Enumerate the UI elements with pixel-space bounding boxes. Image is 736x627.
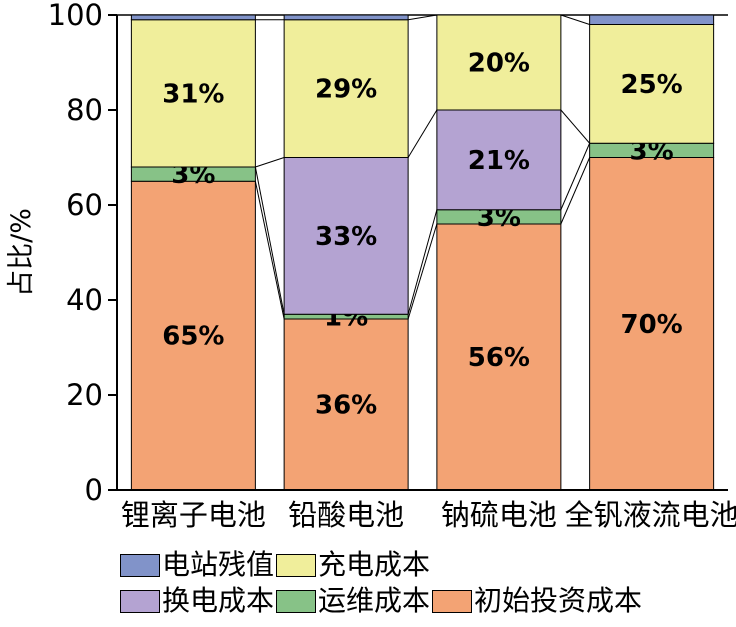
series-connector-line <box>560 143 591 210</box>
legend-swatch <box>120 553 160 577</box>
x-category-label: 钠硫电池 <box>441 498 557 532</box>
bar-segment <box>130 180 256 491</box>
legend-row: 换电成本 运维成本 初始投资成本 <box>120 584 644 618</box>
legend-item: 初始投资成本 <box>432 584 643 618</box>
y-axis-label: 占比/% <box>6 208 37 297</box>
bar-segment <box>436 109 562 211</box>
y-tick-label: 0 <box>85 473 103 507</box>
segment-label: 21% <box>468 146 530 176</box>
segment-label: 36% <box>315 391 377 421</box>
x-category-label: 全钒液流电池 <box>565 498 736 532</box>
bar-segment <box>589 24 715 144</box>
segment-label: 56% <box>468 343 530 373</box>
bar-segment <box>436 223 562 491</box>
legend-item: 运维成本 <box>276 584 431 618</box>
series-connector-line <box>560 157 591 225</box>
legend-swatch <box>276 589 317 613</box>
series-connector-line <box>560 109 591 144</box>
series-connector-line <box>407 223 438 320</box>
series-connector-line <box>407 209 438 315</box>
legend-swatch <box>276 553 317 577</box>
segment-label: 31% <box>162 79 224 109</box>
segment-label: 29% <box>315 75 377 105</box>
segment-label: 70% <box>621 310 683 340</box>
series-connector-line <box>254 166 285 315</box>
segment-label: 33% <box>315 222 377 252</box>
bar-segment <box>589 14 715 25</box>
x-category-label: 锂离子电池 <box>121 498 266 532</box>
segment-label: 25% <box>621 70 683 100</box>
series-connector-line <box>255 157 285 168</box>
legend-swatch <box>432 589 473 613</box>
legend-item: 换电成本 <box>120 584 275 618</box>
series-connector-line <box>408 14 437 21</box>
legend-row: 电站残值 充电成本 <box>120 548 644 581</box>
bar-segment <box>130 14 256 21</box>
y-tick-label: 40 <box>66 283 103 317</box>
legend-label: 电站残值 <box>162 548 275 581</box>
x-category-label: 铅酸电池 <box>288 498 404 532</box>
y-tick-label: 60 <box>66 188 103 222</box>
series-connector-line <box>254 181 285 320</box>
stacked-bar-chart: 65%3%31%锂离子电池36%1%33%29%铅酸电池56%3%21%20%钠… <box>6 0 736 532</box>
bar-segment <box>436 14 562 111</box>
y-tick-label: 20 <box>66 378 103 412</box>
segment-label: 65% <box>162 322 224 352</box>
y-tick-label: 80 <box>66 93 103 127</box>
legend-label: 运维成本 <box>318 584 431 618</box>
series-connector-line <box>560 14 590 25</box>
legend-swatch <box>120 589 160 613</box>
bar-segment <box>589 157 715 491</box>
legend-item: 电站残值 <box>120 548 275 581</box>
bar-segment <box>283 157 409 315</box>
legend-label: 充电成本 <box>318 548 431 581</box>
bar-segment <box>283 14 409 21</box>
legend-item: 充电成本 <box>276 548 431 581</box>
segment-label: 20% <box>468 49 530 79</box>
legend-label: 初始投资成本 <box>474 584 643 618</box>
y-tick-label: 100 <box>48 0 103 32</box>
legend-label: 换电成本 <box>162 584 275 618</box>
bar-segment <box>130 19 256 168</box>
series-connector-line <box>407 109 438 158</box>
chart-legend: 电站残值 充电成本换电成本 运维成本 初始投资成本 <box>120 548 644 618</box>
